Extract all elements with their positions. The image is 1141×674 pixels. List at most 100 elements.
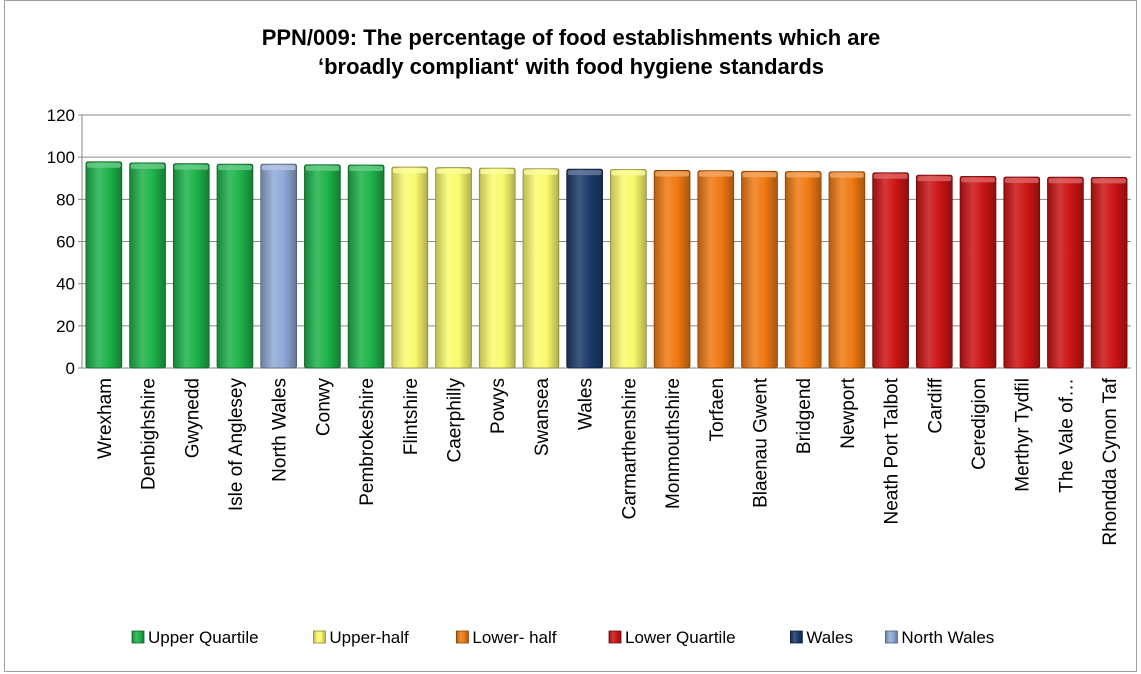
- legend-label: North Wales: [901, 628, 994, 647]
- bar-denbighshire: [129, 162, 166, 369]
- x-category-label: Rhondda Cynon Taf: [1100, 377, 1121, 545]
- x-category-label: Isle of Anglesey: [226, 378, 247, 512]
- legend-label: Upper Quartile: [148, 628, 259, 647]
- x-axis-categories: Wrexham Denbighshire Gwynedd Isle of Angles…: [95, 377, 1121, 545]
- x-category-label: Flintshire: [401, 378, 422, 455]
- legend-label: Upper-half: [329, 628, 409, 647]
- x-category-label: Neath Port Talbot: [882, 377, 903, 524]
- bar-neath-port-talbot: [872, 172, 909, 369]
- x-category-label: Gwynedd: [182, 378, 203, 458]
- y-tick-label: 0: [66, 359, 75, 378]
- bar-highlight: [1048, 178, 1083, 184]
- bar-highlight: [392, 168, 427, 174]
- bar-highlight: [524, 169, 558, 175]
- legend-swatch: [455, 630, 469, 644]
- bar-highlight: [829, 172, 864, 178]
- y-tick-label: 100: [47, 148, 75, 167]
- legend-swatch: [790, 630, 803, 644]
- bar-ceredigion: [959, 175, 997, 369]
- bar-conwy: [304, 164, 341, 369]
- bar-highlight: [130, 163, 165, 169]
- bar-pembrokeshire: [347, 164, 385, 369]
- bar-highlight: [567, 170, 602, 176]
- bar-north-wales: [260, 163, 298, 369]
- chart-title-line-2: ‘broadly compliant‘ with food hygiene st…: [318, 54, 824, 79]
- chart-frame: PPN/009: The percentage of food establis…: [4, 0, 1137, 672]
- legend-swatch: [608, 630, 622, 644]
- bar-highlight: [611, 170, 646, 176]
- x-category-label: Powys: [488, 378, 509, 434]
- bar-highlight: [305, 165, 340, 171]
- y-tick-label: 40: [56, 275, 75, 294]
- x-category-label: Wales: [576, 378, 597, 430]
- x-category-label: Ceredigion: [969, 378, 990, 470]
- x-category-label: Denbighshire: [139, 378, 160, 490]
- x-category-label: Conwy: [313, 378, 334, 437]
- x-category-label: North Wales: [270, 378, 291, 482]
- bar-highlight: [1004, 177, 1039, 183]
- bar-highlight: [786, 172, 821, 178]
- legend: Upper Quartile Upper-half Lower- half Lower…: [131, 628, 994, 647]
- x-category-label: Wrexham: [95, 378, 116, 459]
- bar-monmouthshire: [653, 170, 691, 369]
- bar-highlight: [873, 173, 908, 179]
- bars: [85, 161, 1128, 369]
- x-category-label: Pembrokeshire: [357, 378, 378, 506]
- x-category-label: Cardiff: [925, 377, 946, 433]
- bar-highlight: [655, 171, 689, 177]
- x-category-label: Monmouthshire: [663, 378, 684, 509]
- legend-item-upper-quartile: Upper Quartile: [131, 628, 259, 647]
- legend-label: Wales: [806, 628, 853, 647]
- x-category-label: Bridgend: [794, 378, 815, 454]
- x-category-label: Swansea: [532, 378, 553, 457]
- bar-the-vale-of: [1047, 176, 1084, 369]
- bar-highlight: [698, 171, 733, 177]
- legend-label: Lower- half: [472, 628, 556, 647]
- y-axis: 0 20 40 60 80 100 120: [47, 106, 83, 378]
- x-category-label: Carmarthenshire: [619, 378, 640, 520]
- legend-item-wales: Wales: [790, 628, 853, 647]
- bar-highlight: [480, 169, 515, 175]
- legend-item-north-wales: North Wales: [885, 628, 994, 647]
- y-tick-label: 20: [56, 317, 75, 336]
- chart-title: PPN/009: The percentage of food establis…: [262, 25, 881, 79]
- bar-chart: PPN/009: The percentage of food establis…: [47, 25, 1131, 647]
- bar-carmarthenshire: [610, 168, 647, 369]
- bar-highlight: [436, 168, 471, 174]
- bar-wales: [566, 168, 603, 369]
- legend-swatch: [312, 630, 326, 644]
- y-tick-label: 60: [56, 233, 75, 252]
- bar-highlight: [917, 176, 952, 182]
- bar-highlight: [218, 165, 252, 171]
- legend-item-upper-half: Upper-half: [312, 628, 409, 647]
- bar-caerphilly: [435, 167, 472, 369]
- x-category-label: The Vale of…: [1056, 378, 1077, 493]
- x-category-label: Torfaen: [707, 378, 728, 441]
- bar-flintshire: [391, 166, 429, 369]
- y-tick-label: 120: [47, 106, 75, 125]
- bar-rhondda-cynon-taf: [1090, 177, 1128, 369]
- legend-swatch: [131, 630, 145, 644]
- bar-torfaen: [697, 170, 735, 369]
- bar-highlight: [261, 165, 296, 171]
- bar-cardiff: [915, 174, 953, 369]
- x-category-label: Merthyr Tydfil: [1013, 378, 1034, 492]
- bar-gwynedd: [172, 163, 210, 369]
- x-category-label: Blaenau Gwent: [750, 377, 771, 508]
- bar-swansea: [522, 168, 560, 369]
- bar-highlight: [349, 165, 384, 171]
- bar-powys: [478, 167, 516, 369]
- bar-highlight: [961, 177, 995, 183]
- x-category-label: Caerphilly: [445, 378, 466, 463]
- bar-merthyr-tydfil: [1003, 176, 1041, 369]
- gridlines: [82, 114, 1131, 369]
- legend-item-lower-quartile: Lower Quartile: [608, 628, 736, 647]
- legend-swatch: [885, 630, 898, 644]
- bar-highlight: [86, 162, 121, 168]
- legend-label: Lower Quartile: [625, 628, 736, 647]
- x-category-label: Newport: [838, 377, 859, 448]
- bar-blaenau-gwent: [741, 170, 778, 369]
- chart-title-line-1: PPN/009: The percentage of food establis…: [262, 25, 881, 50]
- bar-bridgend: [784, 171, 822, 369]
- bar-highlight: [1092, 178, 1127, 184]
